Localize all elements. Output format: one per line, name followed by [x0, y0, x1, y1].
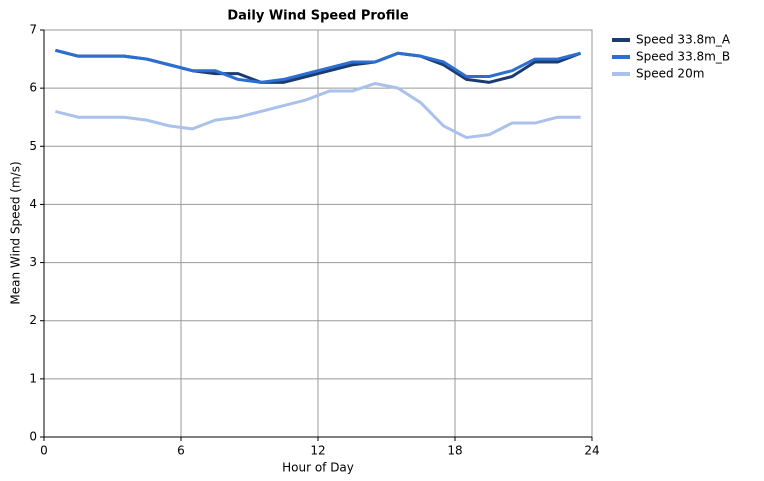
chart-title: Daily Wind Speed Profile — [227, 9, 408, 24]
legend-label: Speed 33.8m_B — [636, 50, 730, 64]
y-tick-label: 1 — [29, 371, 37, 385]
y-tick-label: 3 — [29, 255, 37, 269]
legend-label: Speed 33.8m_A — [636, 33, 731, 47]
series-line — [55, 48, 581, 84]
y-tick-label: 7 — [29, 23, 37, 37]
x-tick-label: 0 — [40, 444, 48, 458]
x-axis-label: Hour of Day — [282, 461, 354, 475]
x-tick-label: 18 — [447, 444, 462, 458]
y-tick-label: 0 — [29, 430, 37, 444]
y-tick-label: 2 — [29, 313, 37, 327]
x-tick-label: 6 — [177, 444, 185, 458]
y-axis-label: Mean Wind Speed (m/s) — [9, 161, 23, 304]
x-tick-label: 12 — [310, 444, 325, 458]
x-tick-label: 24 — [584, 444, 599, 458]
y-tick-label: 6 — [29, 81, 37, 95]
y-tick-label: 5 — [29, 139, 37, 153]
series-line — [55, 81, 581, 140]
y-tick-label: 4 — [29, 197, 37, 211]
legend-label: Speed 20m — [636, 67, 704, 81]
